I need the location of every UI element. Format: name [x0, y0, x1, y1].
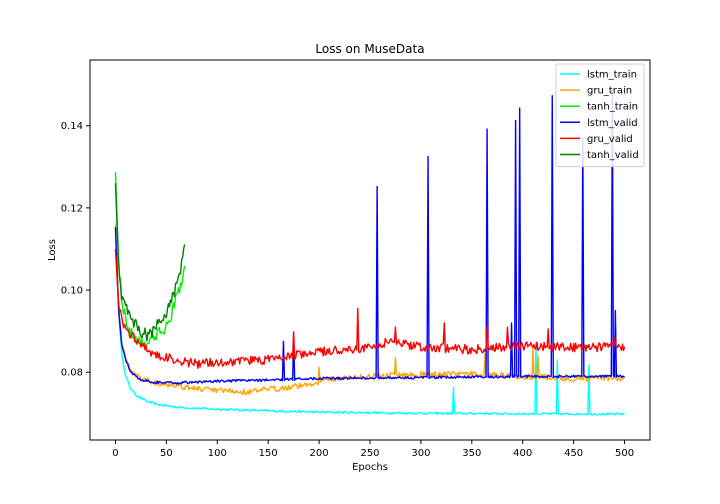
plot-lines	[114, 90, 626, 416]
x-tick-label: 350	[462, 448, 481, 459]
x-tick-label: 400	[513, 448, 532, 459]
legend: lstm_train gru_train tanh_train lstm_validg…	[555, 63, 645, 168]
y-tick-label: 0.10	[61, 286, 83, 297]
series-line-lstm-train	[114, 228, 626, 416]
y-tick-label: 0.14	[61, 121, 83, 132]
x-axis-label: Epochs	[352, 462, 388, 473]
x-tick-label: 150	[259, 448, 278, 459]
x-tick-label: 0	[112, 448, 118, 459]
legend-label: gru_train	[587, 86, 632, 97]
legend-label: tanh_valid	[587, 150, 639, 161]
x-tick-label: 100	[208, 448, 227, 459]
series-line-tanh-train	[114, 172, 186, 350]
series-line-gru-valid	[114, 248, 626, 369]
legend-label: lstm_train	[587, 70, 637, 81]
series-line-gru-train	[114, 224, 626, 396]
x-tick-label: 200	[310, 448, 329, 459]
y-axis-label: Loss	[47, 239, 58, 261]
x-tick-label: 300	[411, 448, 430, 459]
series-line-tanh-valid	[114, 183, 186, 342]
x-tick-label: 250	[360, 448, 379, 459]
chart-title: Loss on MuseData	[315, 42, 424, 56]
series-line-lstm-valid	[114, 90, 625, 385]
legend-label: gru_valid	[587, 134, 633, 145]
legend-label: tanh_train	[587, 102, 638, 113]
x-tick-label: 500	[615, 448, 634, 459]
x-tick-label: 450	[564, 448, 583, 459]
x-axis: 0 50 100 150 200 250 300 350 400 450 500	[112, 440, 634, 459]
y-tick-label: 0.08	[61, 368, 83, 379]
y-tick-label: 0.12	[61, 203, 83, 214]
x-tick-label: 50	[160, 448, 173, 459]
y-axis: 0.08 0.10 0.12 0.14	[61, 121, 90, 379]
legend-label: lstm_valid	[587, 118, 638, 129]
